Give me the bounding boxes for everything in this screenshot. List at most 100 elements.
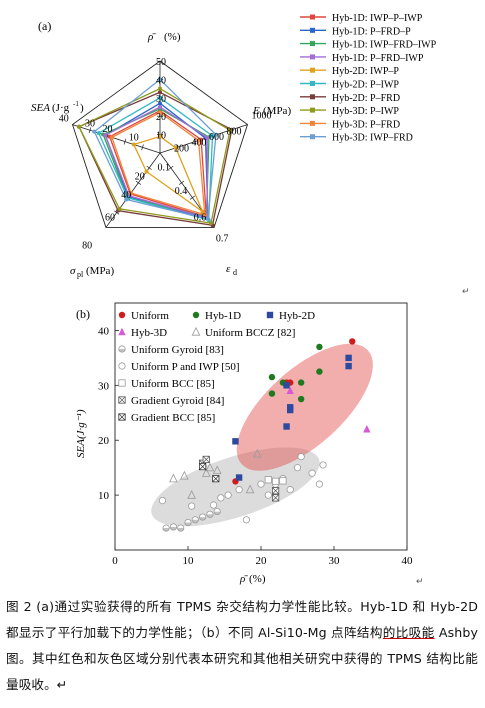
point-6-4-half (184, 522, 192, 526)
radar-tick (168, 165, 174, 170)
legend-label-10: Hyb-3D: IWP–FRD (332, 133, 413, 144)
point-2-2 (268, 390, 276, 397)
radar-point (205, 135, 210, 140)
point-5-8 (253, 448, 262, 458)
point-9-3-x (272, 487, 280, 495)
legend-marker-3 (266, 311, 274, 319)
sea-tick-label: 10 (129, 132, 139, 143)
legend-label-6: Uniform Gyroid [83] (131, 344, 224, 356)
radar-point (158, 110, 162, 115)
sigma-tick-label: 20 (135, 171, 145, 182)
radar-tick (193, 138, 197, 145)
point-6-8-half (214, 511, 221, 515)
sea-tick-label: 20 (103, 124, 113, 135)
panel-b-label: (b) (76, 307, 90, 321)
sea-axis-unit: (J·g (52, 102, 70, 114)
legend-marker-7 (118, 362, 126, 370)
point-2-8 (316, 343, 323, 351)
legend-marker-10 (310, 134, 315, 140)
radar-point (109, 135, 114, 140)
point-7-4 (217, 494, 225, 502)
radar-point (158, 95, 162, 100)
y-tick-label: 30 (98, 380, 110, 392)
rho-tick-label: 20 (156, 112, 166, 123)
legend-label-4: Hyb-1D: P–FRD–IWP (332, 53, 424, 64)
radar-point (173, 145, 178, 150)
e-axis-title: E (252, 105, 260, 117)
e-tick-label: 600 (209, 132, 224, 143)
radar-point (213, 132, 218, 137)
point-3-2 (235, 474, 243, 481)
eps-tick-label: 0.4 (175, 186, 188, 197)
point-7-14 (297, 453, 305, 461)
legend-marker-2 (310, 27, 315, 33)
radar-point (227, 128, 232, 133)
point-10-2-x (212, 475, 220, 483)
legend-marker-5 (310, 67, 315, 73)
e-tick-label: 400 (191, 138, 206, 149)
radar-point (208, 221, 213, 226)
radar-series-10 (93, 78, 217, 220)
radar-point (103, 133, 108, 138)
point-7-1 (158, 496, 167, 505)
sea-tick-label: 30 (85, 118, 95, 129)
rho-tick-label: 40 (156, 75, 166, 86)
radar-point (158, 101, 162, 106)
sea-axis-title: SEA (31, 102, 50, 114)
radar-tick (135, 180, 142, 185)
radar-point (210, 133, 215, 138)
point-8-3 (279, 477, 287, 485)
point-5-5 (205, 462, 215, 472)
e-tick-label: 1000 (251, 111, 271, 122)
radar-point (117, 206, 122, 211)
legend-marker-10-x (118, 413, 126, 421)
point-7-16 (315, 480, 323, 488)
radar-series-5 (132, 135, 204, 214)
data-points (158, 338, 371, 532)
caption-last-line: TPMS 结构比能量吸收。↵ (6, 651, 478, 692)
legend-marker-8 (118, 379, 126, 387)
legend-label-5: Hyb-2D: IWP–P (332, 66, 399, 77)
point-5-1 (169, 473, 178, 483)
point-6-2-half (170, 526, 177, 531)
point-2-5 (297, 379, 305, 386)
radar-tick (88, 127, 92, 134)
legend-marker-5 (191, 326, 201, 336)
y-tick-label: 40 (98, 325, 110, 337)
legend-marker-6-half (118, 349, 126, 353)
sigma-tick-label: 80 (82, 240, 92, 251)
point-5-7 (245, 484, 255, 494)
radar-tick (178, 180, 185, 185)
point-6-7-half (206, 514, 214, 518)
legend-label-9: Gradient Gyroid [84] (131, 395, 224, 407)
legend-marker-9 (310, 120, 315, 126)
point-6-6-half (199, 517, 206, 521)
legend-label-8: Hyb-3D: P–IWP (332, 106, 399, 117)
legend-label-8: Uniform BCC [85] (131, 378, 215, 390)
point-5-4 (201, 468, 211, 477)
point-7-3 (209, 501, 218, 509)
caption-part-2: Ashby 图。其中红色和灰色区域分别代表本研究和其他相关研究中获得的 (6, 625, 478, 666)
x-tick-label: 10 (183, 555, 195, 567)
point-2-1 (268, 373, 276, 381)
point-3-7 (345, 362, 352, 370)
legend-marker-7 (310, 94, 315, 100)
point-7-13 (293, 464, 302, 472)
return-mark-a: ↵ (462, 286, 470, 296)
point-7-8 (257, 480, 265, 488)
sigma-tick-label: 40 (121, 190, 131, 201)
eps-axis-title: ε (226, 263, 231, 275)
legend-marker-1 (310, 14, 315, 20)
radar-tick (114, 210, 120, 215)
radar-legend: Hyb-1D: IWP–P–IWP Hyb-1D: P–FRD–P Hyb-1D: … (300, 13, 437, 144)
radar-point (158, 77, 162, 82)
x-axis-label: ρ̄ (239, 573, 248, 585)
sigma-axis-title: σ (70, 265, 76, 277)
eps-tick-label: 0.6 (194, 212, 207, 223)
point-3-6 (287, 404, 294, 411)
legend-label-6: Hyb-2D: P–IWP (332, 80, 399, 91)
legend-label-2: Hyb-1D (205, 310, 241, 322)
point-9-2-x (202, 455, 210, 463)
legend-marker-9-x (118, 396, 126, 404)
